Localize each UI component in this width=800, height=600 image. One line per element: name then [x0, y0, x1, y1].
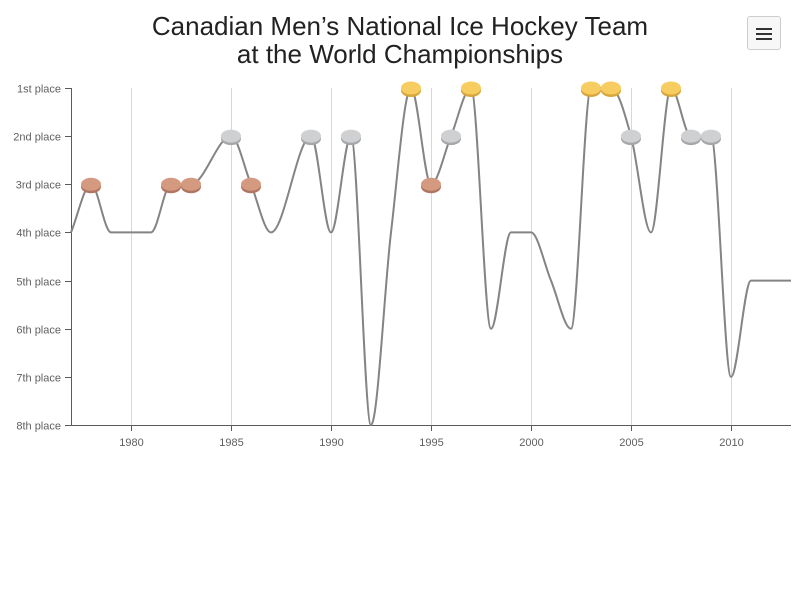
bronze-medal-marker — [161, 177, 181, 194]
y-tick-label: 1st place — [17, 84, 61, 96]
gold-medal-marker — [661, 81, 681, 97]
x-tick-label: 1985 — [219, 437, 243, 449]
y-tick-label: 6th place — [16, 325, 61, 337]
y-tick-label: 4th place — [16, 228, 61, 240]
y-tick-label: 8th place — [16, 421, 61, 433]
chart-title-line-1: Canadian Men’s National Ice Hockey Team — [151, 11, 649, 41]
y-tick-label: 7th place — [16, 373, 61, 385]
x-tick-label: 1995 — [419, 437, 443, 449]
chart-menu-button[interactable] — [747, 16, 781, 50]
y-tick-label: 5th place — [16, 277, 61, 289]
silver-medal-marker — [441, 129, 461, 146]
x-tick-label: 2000 — [519, 437, 543, 449]
silver-medal-marker — [681, 129, 701, 146]
bronze-medal-marker — [81, 177, 101, 194]
bronze-medal-marker — [241, 177, 261, 194]
bronze-medal-marker — [181, 177, 201, 194]
bronze-medal-marker — [421, 177, 441, 194]
y-tick-label: 2nd place — [13, 132, 61, 144]
gold-medal-marker — [581, 81, 601, 97]
gold-medal-marker — [601, 81, 621, 97]
gold-medal-marker — [401, 81, 421, 97]
gold-medal-marker — [461, 81, 481, 97]
silver-medal-marker — [621, 129, 641, 146]
x-tick-label: 2010 — [719, 437, 743, 449]
x-tick-label: 1980 — [119, 437, 143, 449]
y-tick-label: 3rd place — [16, 180, 61, 192]
silver-medal-marker — [341, 129, 361, 146]
chart-title: Canadian Men’s National Ice Hockey Team … — [0, 12, 800, 68]
x-tick-label: 1990 — [319, 437, 343, 449]
x-tick-label: 2005 — [619, 437, 643, 449]
chart-title-line-2: at the World Championships — [236, 39, 564, 69]
silver-medal-marker — [301, 129, 321, 146]
silver-medal-marker — [221, 129, 241, 146]
silver-medal-marker — [701, 129, 721, 146]
